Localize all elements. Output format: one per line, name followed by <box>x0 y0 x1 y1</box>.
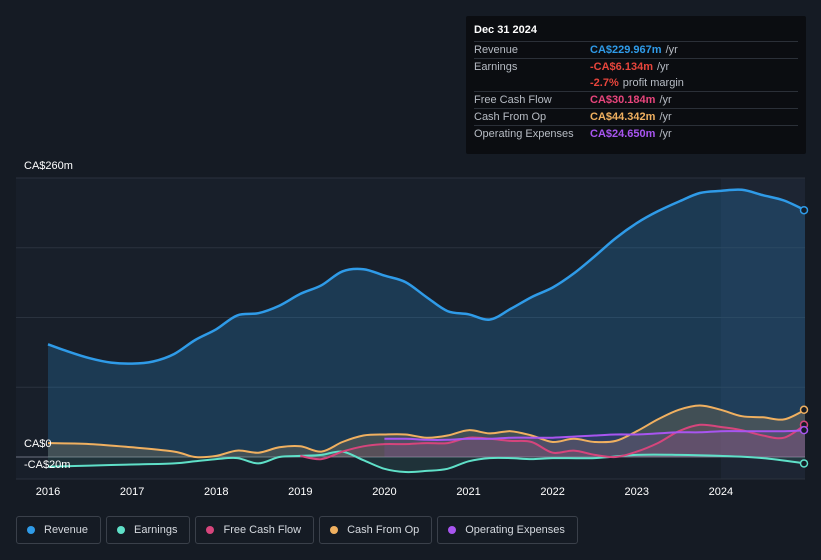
x-tick-label: 2017 <box>120 486 144 498</box>
tooltip-label: Earnings <box>474 61 518 73</box>
tooltip-value: CA$24.650m <box>590 128 656 140</box>
grid-lines <box>16 177 805 480</box>
earnings-dot-icon <box>117 526 126 534</box>
cash-from-op-area <box>48 405 805 458</box>
legend-item-operating-expenses[interactable]: Operating Expenses <box>437 516 578 544</box>
x-tick-label: 2022 <box>540 486 564 498</box>
tooltip-label: Free Cash Flow <box>474 94 552 106</box>
tooltip-unit: /yr <box>656 61 670 73</box>
tooltip-label: Revenue <box>474 44 519 56</box>
tooltip-value: CA$229.967m <box>590 44 662 56</box>
plot-background <box>16 178 805 479</box>
legend-item-earnings[interactable]: Earnings <box>106 516 191 544</box>
y-axis-zero-label: CA$0 <box>24 438 52 450</box>
cash-from-op-end-marker <box>799 405 809 415</box>
cash-from-op-line <box>47 404 806 459</box>
legend-label: Earnings <box>134 524 178 536</box>
legend-label: Operating Expenses <box>465 524 565 536</box>
free-cash-flow-line <box>300 423 806 461</box>
tooltip-unit: /yr <box>665 44 678 56</box>
x-tick-label: 2016 <box>36 486 60 498</box>
tooltip-date: Dec 31 2024 <box>474 24 537 36</box>
x-tick-label: 2021 <box>456 486 480 498</box>
tooltip-row-profit-margin: -2.7% profit margin <box>474 75 798 91</box>
tooltip-unit: /yr <box>659 111 672 123</box>
legend-item-cash-from-op[interactable]: Cash From Op <box>319 516 433 544</box>
tooltip-row-free-cash-flow: Free Cash Flow CA$30.184m /yr <box>474 91 798 108</box>
x-tick-label: 2024 <box>709 486 733 498</box>
tooltip-label: Cash From Op <box>474 111 547 123</box>
operating-expenses-end-marker <box>799 425 809 435</box>
tooltip-value: -CA$6.134m <box>590 61 653 73</box>
tooltip-value: CA$30.184m <box>590 94 656 106</box>
legend-item-revenue[interactable]: Revenue <box>16 516 102 544</box>
revenue-end-marker <box>799 205 809 215</box>
legend-label: Cash From Op <box>347 524 420 536</box>
tooltip-label: Operating Expenses <box>474 128 574 140</box>
series-lines <box>47 188 809 474</box>
tooltip-unit: /yr <box>659 128 672 140</box>
operating-expenses-line <box>384 429 806 441</box>
chart-canvas: 2016 2017 2018 2019 2020 2021 2022 2023 2024 <box>16 177 809 498</box>
tooltip-unit: profit margin <box>622 77 684 89</box>
earnings-end-marker <box>799 459 809 468</box>
tooltip-unit: /yr <box>659 94 672 106</box>
tooltip-row-earnings: Earnings -CA$6.134m /yr <box>474 58 798 75</box>
tooltip-row-operating-expenses: Operating Expenses CA$24.650m /yr <box>474 125 798 142</box>
operating-expenses-dot-icon <box>448 526 457 534</box>
operating-expenses-area <box>384 430 805 457</box>
revenue-dot-icon <box>27 526 35 534</box>
tooltip-row-revenue: Revenue CA$229.967m /yr <box>474 41 798 58</box>
legend: Revenue Earnings Free Cash Flow Cash Fro… <box>16 516 578 544</box>
x-tick-label: 2023 <box>625 486 649 498</box>
y-axis-top-label: CA$260m <box>24 160 73 172</box>
legend-label: Free Cash Flow <box>223 524 302 536</box>
tooltip-value: -2.7% <box>590 77 619 89</box>
legend-label: Revenue <box>44 524 89 536</box>
legend-item-free-cash-flow[interactable]: Free Cash Flow <box>195 516 315 544</box>
x-tick-label: 2020 <box>372 486 396 498</box>
revenue-line <box>47 188 806 365</box>
x-tick-label: 2018 <box>204 486 228 498</box>
revenue-area <box>48 189 805 457</box>
x-axis-ticks: 2016 2017 2018 2019 2020 2021 2022 2023 2024 <box>36 486 733 498</box>
cash-from-op-dot-icon <box>330 526 339 534</box>
tooltip-row-cash-from-op: Cash From Op CA$44.342m /yr <box>474 108 798 125</box>
y-axis-negative-label: -CA$20m <box>24 459 71 471</box>
x-tick-label: 2019 <box>288 486 312 498</box>
tooltip-panel: Dec 31 2024 Revenue CA$229.967m /yr Earn… <box>466 16 806 154</box>
tooltip-value: CA$44.342m <box>590 111 656 123</box>
free-cash-flow-dot-icon <box>206 526 215 534</box>
